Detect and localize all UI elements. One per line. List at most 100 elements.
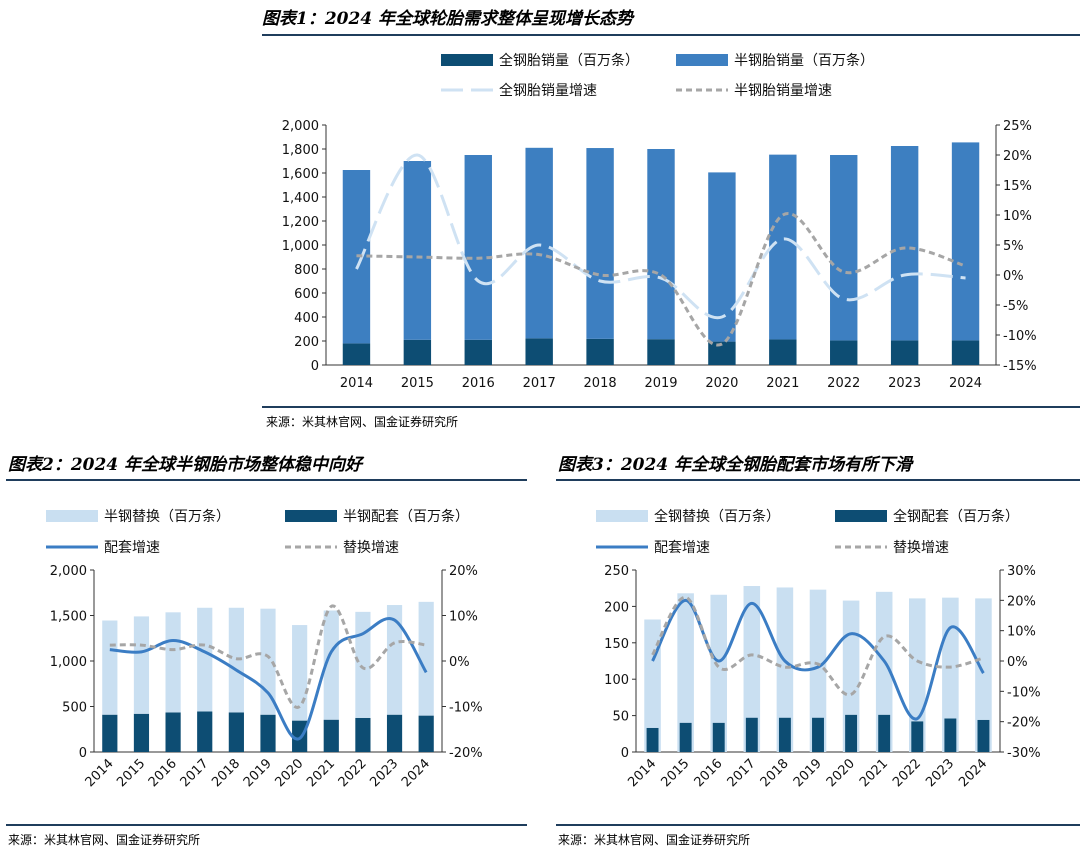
chart1-left-tick-label: 200 bbox=[294, 335, 319, 350]
chart1-line-b bbox=[356, 212, 967, 347]
chart3-x-tick-label: 2024 bbox=[956, 756, 990, 790]
chart2-x-tick-label: 2022 bbox=[336, 756, 370, 790]
chart1-bar-top bbox=[647, 149, 675, 340]
chart2-bar-bottom bbox=[133, 713, 150, 752]
chart1-left-tick-label: 600 bbox=[294, 287, 319, 302]
chart1-bar-top bbox=[769, 154, 797, 340]
chart3-bar-front bbox=[911, 721, 924, 752]
chart3-bottom-rule bbox=[556, 824, 1080, 826]
chart1-right-tick-label: 10% bbox=[1003, 209, 1032, 224]
chart1-x-tick-label: 2024 bbox=[949, 376, 982, 391]
chart2-bar-top bbox=[165, 612, 181, 713]
chart1-bar-bottom bbox=[647, 339, 675, 365]
chart3-bar-front bbox=[679, 722, 692, 752]
chart3-bar-back bbox=[875, 591, 893, 752]
chart1-x-tick-label: 2015 bbox=[401, 376, 434, 391]
chart2-bar-top bbox=[292, 625, 308, 721]
chart1-legend-label-1: 半钢胎销量（百万条） bbox=[734, 52, 874, 69]
chart1-right-tick-label: 0% bbox=[1003, 269, 1024, 284]
chart3-right-tick-label: 20% bbox=[1007, 594, 1036, 609]
chart1-x-tick-label: 2022 bbox=[827, 376, 860, 391]
chart3-x-tick-label: 2023 bbox=[923, 756, 957, 790]
chart3-bar-front bbox=[646, 727, 659, 752]
chart1-left-tick-label: 1,600 bbox=[282, 167, 319, 182]
chart2-title-rule bbox=[6, 479, 527, 481]
chart3-right-tick-label: -30% bbox=[1007, 746, 1041, 761]
chart2-legend-label-1: 半钢配套（百万条） bbox=[343, 508, 469, 525]
chart2-bar-top bbox=[323, 610, 339, 720]
chart2-bar-bottom bbox=[323, 719, 339, 752]
chart2-bar-bottom bbox=[355, 717, 371, 752]
chart2-legend-label-0: 半钢替换（百万条） bbox=[104, 508, 230, 525]
chart1-bar-top bbox=[464, 155, 492, 340]
chart3-legend-swatch-0 bbox=[596, 510, 648, 522]
chart1-left-tick-label: 2,000 bbox=[282, 119, 319, 134]
chart1-x-tick-label: 2017 bbox=[523, 376, 556, 391]
chart1-legend-label-3: 半钢胎销量增速 bbox=[734, 83, 832, 99]
chart2-left-tick-label: 500 bbox=[62, 701, 87, 716]
chart2-bar-top bbox=[197, 607, 213, 712]
chart3-bar-front bbox=[745, 717, 758, 752]
chart1-x-tick-label: 2018 bbox=[584, 376, 617, 391]
chart3-left-tick-label: 150 bbox=[604, 637, 629, 652]
chart3-bar-front bbox=[977, 719, 990, 752]
chart2-x-tick-label: 2020 bbox=[272, 756, 306, 790]
chart2-bar-bottom bbox=[260, 714, 276, 752]
chart3-line-b bbox=[651, 595, 984, 697]
chart2-bar-bottom bbox=[197, 711, 213, 752]
chart2-legend-swatch-1 bbox=[285, 510, 337, 522]
chart2-right-tick-label: 0% bbox=[449, 655, 470, 670]
chart1-left-tick-label: 800 bbox=[294, 263, 319, 278]
chart1-title-rule bbox=[262, 34, 1080, 36]
chart1-bar-bottom bbox=[951, 340, 980, 365]
chart3-legend-label-3: 替换增速 bbox=[893, 539, 949, 556]
chart1-left-tick-label: 0 bbox=[311, 359, 319, 374]
chart2-bar-top bbox=[355, 611, 371, 718]
chart1-left-tick-label: 1,800 bbox=[282, 143, 319, 158]
chart1-right-tick-label: -10% bbox=[1003, 329, 1037, 344]
chart3-left-tick-label: 250 bbox=[604, 564, 629, 579]
chart1-right-tick-label: 15% bbox=[1003, 179, 1032, 194]
chart3-legend-label-1: 全钢配套（百万条） bbox=[893, 508, 1019, 525]
chart3-right-tick-label: -10% bbox=[1007, 685, 1041, 700]
chart3-bar-front bbox=[845, 714, 858, 752]
chart1-right-tick-label: 25% bbox=[1003, 119, 1032, 134]
chart3-right-tick-label: 0% bbox=[1007, 655, 1028, 670]
chart3-left-tick-label: 50 bbox=[612, 710, 629, 725]
chart1-line-a bbox=[355, 153, 966, 320]
chart3-legend-label-0: 全钢替换（百万条） bbox=[654, 508, 780, 525]
chart2-legend-label-2: 配套增速 bbox=[104, 540, 160, 556]
chart2-right-tick-label: -10% bbox=[449, 701, 483, 716]
chart3-bar-front bbox=[878, 714, 891, 752]
chart1-legend-swatch-1 bbox=[676, 54, 728, 66]
chart1-bar-bottom bbox=[769, 339, 797, 365]
chart1-bar-bottom bbox=[890, 340, 919, 365]
chart2-title: 图表2：2024 年全球半钢胎市场整体稳中向好 bbox=[8, 455, 363, 475]
chart1-bar-bottom bbox=[708, 341, 736, 365]
chart3-x-tick-label: 2022 bbox=[890, 756, 924, 790]
chart1-bar-bottom bbox=[403, 339, 432, 365]
chart2-bar-bottom bbox=[165, 712, 181, 752]
chart1-bar-bottom bbox=[525, 338, 553, 365]
chart3-source: 来源：米其林官网、国金证券研究所 bbox=[558, 833, 751, 847]
chart2-bar-bottom bbox=[228, 712, 244, 752]
chart2-x-tick-label: 2015 bbox=[114, 756, 148, 790]
chart1-legend-swatch-0 bbox=[441, 54, 493, 66]
chart3-title-rule bbox=[556, 479, 1080, 481]
chart2-bar-top bbox=[133, 616, 150, 714]
chart3-left-tick-label: 100 bbox=[604, 673, 629, 688]
chart3-legend-swatch-1 bbox=[835, 510, 887, 522]
chart3-title: 图表3：2024 年全球全钢胎配套市场有所下滑 bbox=[558, 455, 913, 475]
chart1-bar-top bbox=[403, 161, 432, 340]
chart1-title: 图表1：2024 年全球轮胎需求整体呈现增长态势 bbox=[262, 9, 634, 29]
chart2-bar-top bbox=[102, 620, 118, 715]
chart2-right-tick-label: 20% bbox=[449, 564, 478, 579]
chart2-x-tick-label: 2017 bbox=[178, 756, 212, 790]
chart3-right-tick-label: 10% bbox=[1007, 625, 1036, 640]
chart2-bar-bottom bbox=[386, 714, 403, 752]
chart1-right-tick-label: 5% bbox=[1003, 239, 1024, 254]
chart3-x-tick-label: 2014 bbox=[625, 756, 659, 790]
chart1-right-tick-label: -15% bbox=[1003, 359, 1037, 374]
chart3-bar-back bbox=[975, 598, 992, 752]
